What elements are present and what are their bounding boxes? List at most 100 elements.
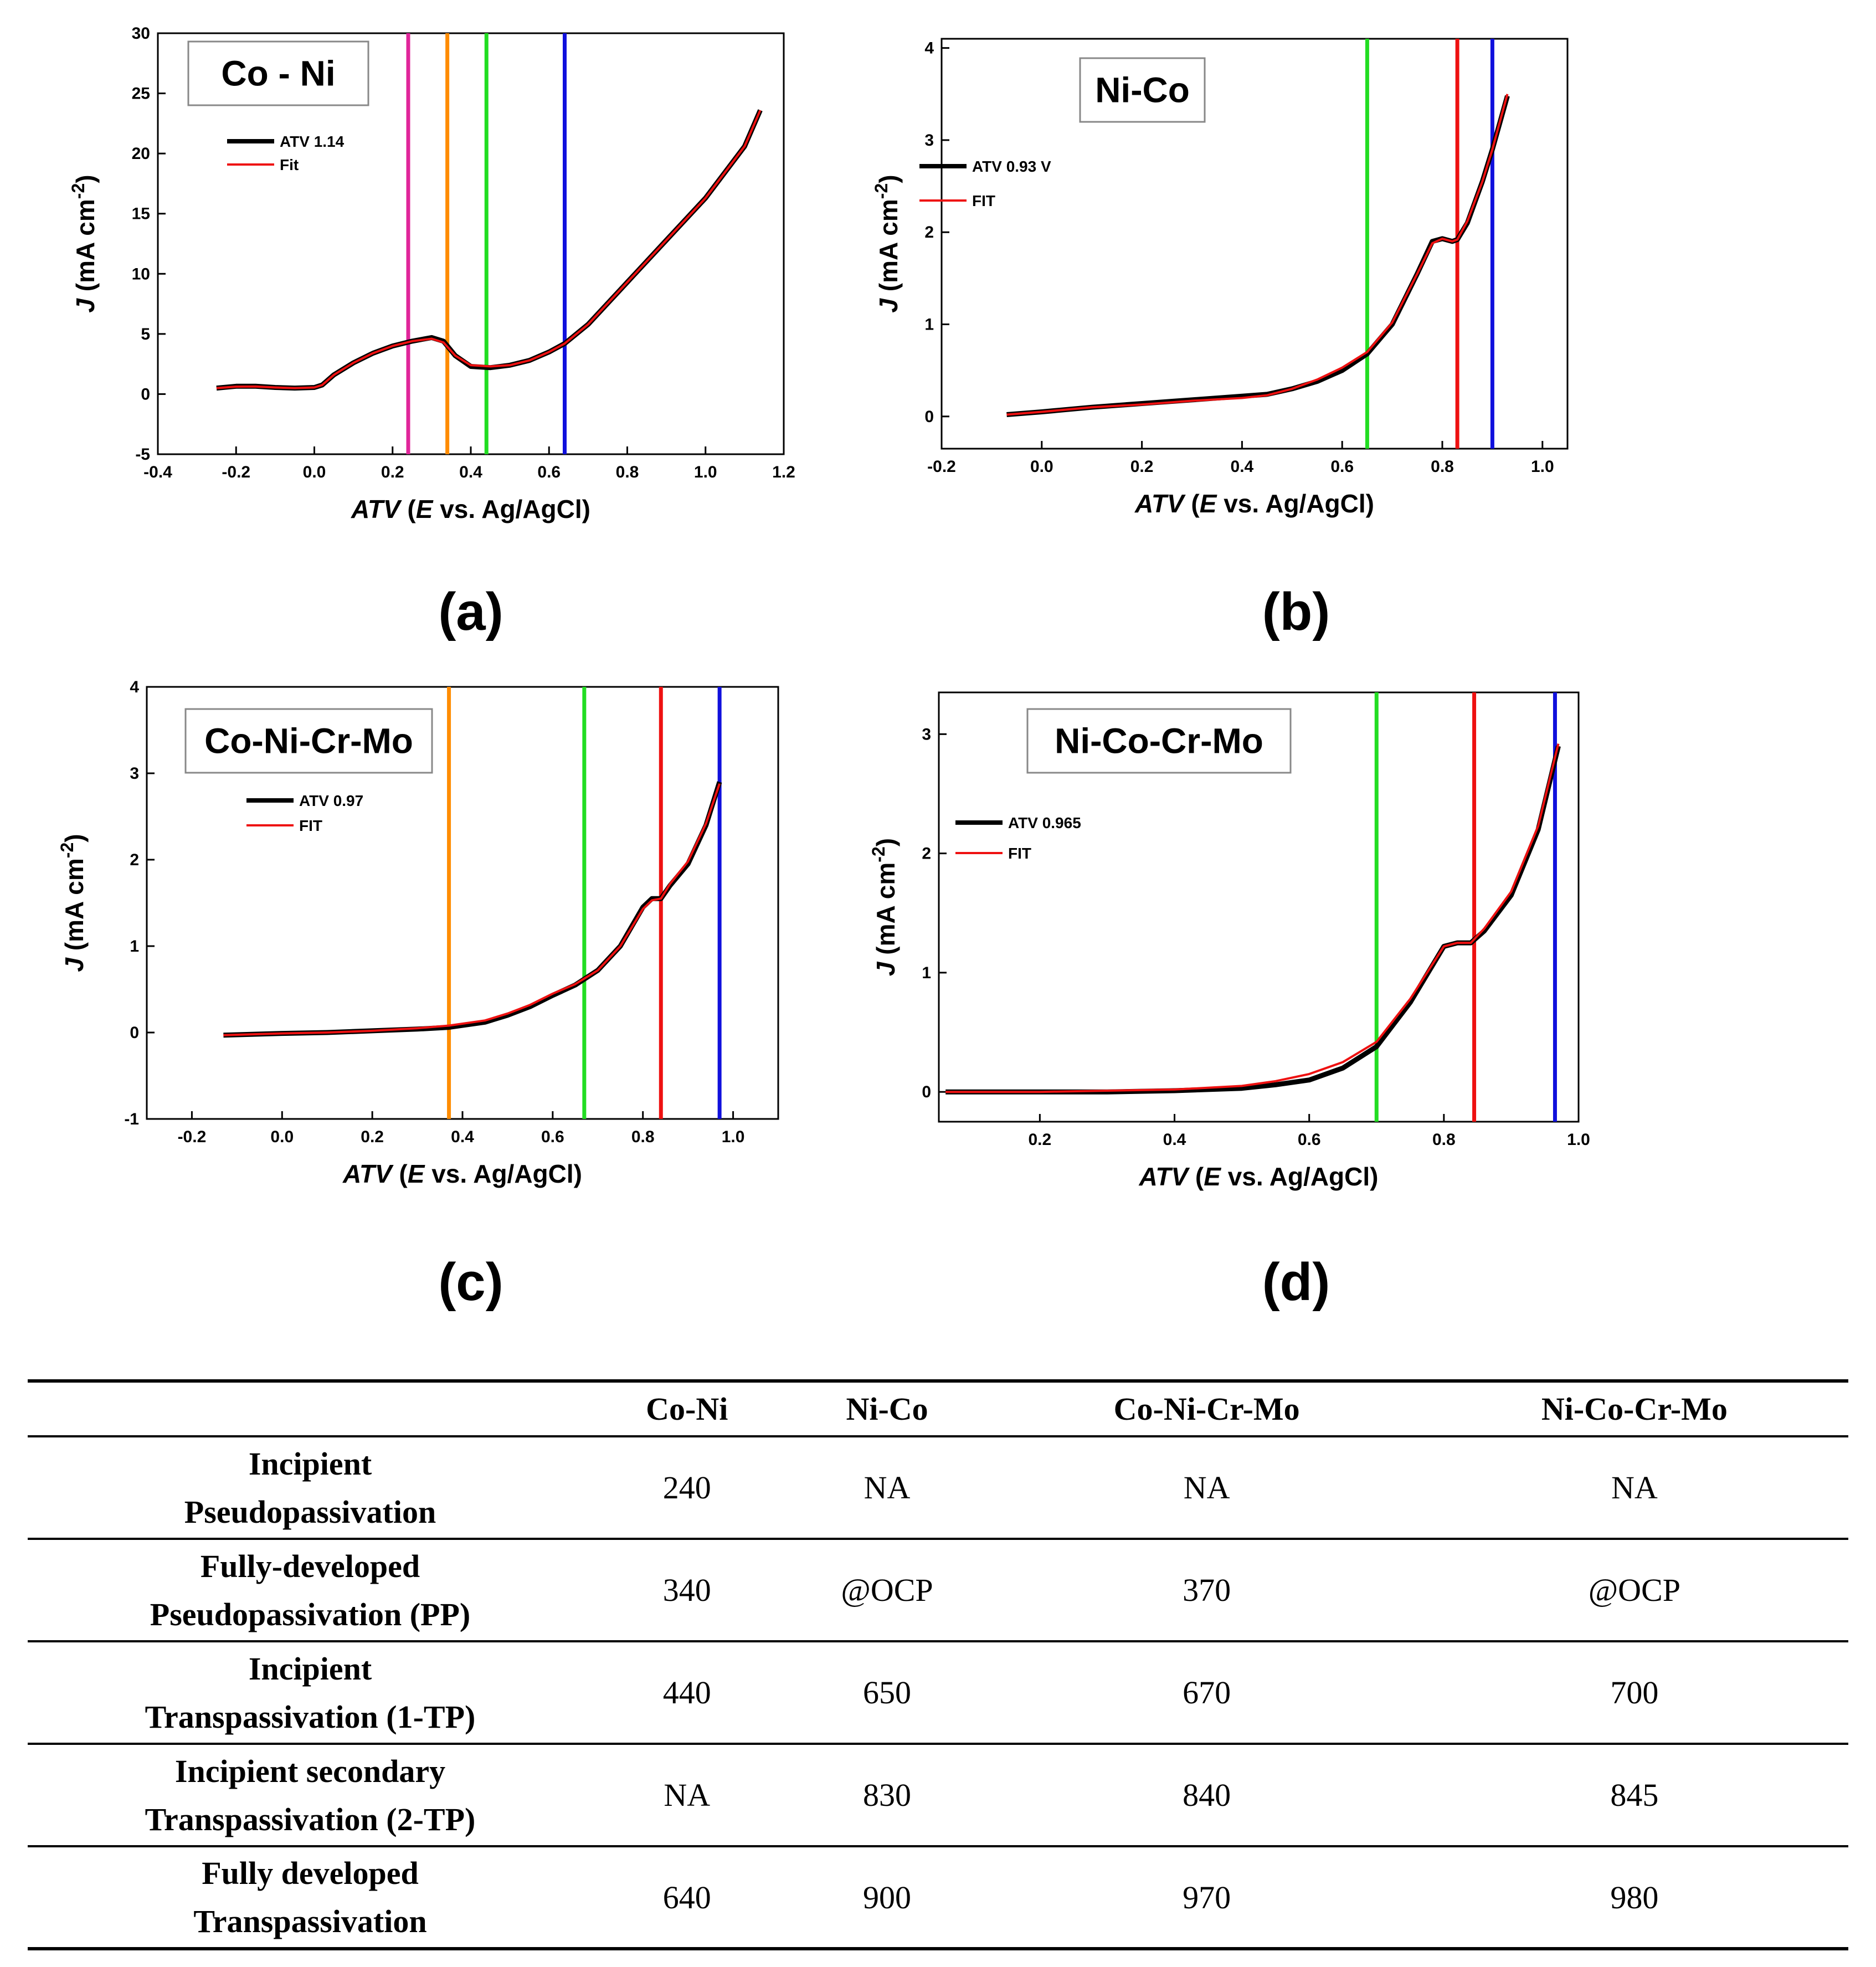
x-tick-label: 0.8: [616, 463, 639, 481]
alloy-label-box: [1026, 708, 1292, 774]
table-cell: NA: [864, 1470, 911, 1506]
table-cell: 340: [662, 1572, 711, 1608]
row-header: Incipient Transpassivation (1-TP): [28, 1641, 593, 1744]
plot-frame: [940, 38, 1569, 450]
table-cell: @OCP: [1588, 1572, 1680, 1608]
y-axis-title: J (mA cm-2): [57, 834, 89, 972]
legend-label: FIT: [1008, 845, 1031, 862]
table-cell: 970: [1183, 1879, 1231, 1915]
y-tick-label: 3: [130, 764, 139, 783]
row-header-line: Pseudopassivation: [184, 1493, 436, 1530]
row-header: Fully-developed Pseudopassivation (PP): [28, 1539, 593, 1641]
row-header-line: Fully developed: [202, 1855, 419, 1891]
table-cell: 845: [1610, 1777, 1659, 1813]
plot-frame: [938, 691, 1580, 1123]
x-tick-label: 0.8: [631, 1128, 655, 1146]
table-cell: 370: [1183, 1572, 1231, 1608]
x-tick-label: 0.8: [1432, 1131, 1456, 1149]
chart-panel-d: 0.2 0.4 0.6 0.8 1.0 0 1 2 3 ATV 0.965 FIT Ni-Co-Cr-…: [868, 648, 1876, 1202]
legend-label: ATV 0.97: [299, 792, 363, 809]
x-tick-label: 0.6: [1298, 1131, 1321, 1149]
x-axis-title: ATV (E vs. Ag/AgCl): [1134, 489, 1374, 518]
row-header-line: Transpassivation: [193, 1903, 427, 1939]
alloy-label-box: [184, 708, 433, 774]
chart-panel-c: -0.2 0.0 0.2 0.4 0.6 0.8 1.0 -1 0 1 2 3 4 ATV 0.97 FIT…: [0, 648, 886, 1202]
y-tick-label: 10: [132, 265, 150, 283]
x-tick-label: -0.4: [143, 463, 172, 481]
legend-label: ATV 1.14: [280, 133, 345, 150]
chart-c-svg: -0.2 0.0 0.2 0.4 0.6 0.8 1.0 -1 0 1 2 3 4 ATV 0.97 FIT…: [57, 678, 779, 1188]
panel-label-b: (b): [1262, 582, 1330, 641]
x-tick-label: 0.6: [1330, 458, 1354, 476]
row-header-line: Transpassivation (1-TP): [145, 1698, 476, 1735]
table-cell: 240: [662, 1470, 711, 1506]
x-tick-label: 0.0: [1030, 458, 1053, 476]
row-header-line: Pseudopassivation (PP): [150, 1596, 471, 1632]
table-cell: 700: [1610, 1675, 1659, 1711]
x-tick-label: 1.0: [722, 1128, 745, 1146]
table-cell: 840: [1183, 1777, 1231, 1813]
alloy-label: Co-Ni-Cr-Mo: [204, 721, 413, 761]
y-tick-label: 0: [130, 1024, 139, 1042]
x-tick-label: 0.4: [451, 1128, 474, 1146]
y-tick-label: 1: [924, 316, 934, 334]
y-tick-label: 2: [130, 851, 139, 869]
x-tick-label: 0.4: [459, 463, 482, 481]
y-tick-label: 1: [922, 964, 931, 982]
x-tick-label: 0.0: [270, 1128, 294, 1146]
x-tick-label: -0.2: [927, 458, 956, 476]
alloy-label: Ni-Co-Cr-Mo: [1055, 721, 1263, 761]
legend-label: FIT: [299, 817, 322, 834]
panel-label-d: (d): [1262, 1252, 1330, 1312]
table-row: Fully-developed Pseudopassivation (PP) 34…: [28, 1539, 1848, 1641]
measured-series-line: [223, 781, 722, 1038]
table-cell: NA: [664, 1777, 711, 1813]
fit-series-line: [1006, 94, 1509, 416]
alloy-label-box: [187, 40, 369, 106]
table-header-cell: Ni-Co-Cr-Mo: [1541, 1391, 1728, 1427]
potentials-table: Co-Ni Ni-Co Co-Ni-Cr-Mo Ni-Co-Cr-Mo Inci…: [28, 1379, 1848, 1950]
row-header-line: Fully-developed: [200, 1548, 420, 1584]
table-header-cell: Ni-Co: [846, 1391, 928, 1427]
y-tick-label: 30: [132, 24, 150, 43]
measured-series-line: [1006, 95, 1510, 417]
chart-b-svg: -0.2 0.0 0.2 0.4 0.6 0.8 1.0 0 1 2 3 4 ATV 0.93 V FIT…: [871, 38, 1569, 518]
y-tick-label: 1: [130, 937, 139, 956]
table-cell: 830: [863, 1777, 912, 1813]
row-header-line: Incipient: [248, 1650, 372, 1687]
table-cell: @OCP: [841, 1572, 933, 1608]
legend-label: ATV 0.93 V: [972, 158, 1051, 175]
x-tick-label: 1.2: [772, 463, 795, 481]
x-tick-label: 0.4: [1231, 458, 1254, 476]
y-tick-label: 25: [132, 85, 150, 103]
table-cell: 980: [1610, 1879, 1659, 1915]
legend-label: FIT: [972, 192, 995, 209]
x-tick-label: -0.2: [178, 1128, 207, 1146]
x-tick-label: 0.8: [1431, 458, 1454, 476]
chart-d-svg: 0.2 0.4 0.6 0.8 1.0 0 1 2 3 ATV 0.965 FIT Ni-Co-Cr-…: [868, 691, 1590, 1191]
y-tick-label: -1: [124, 1110, 139, 1128]
y-tick-label: 3: [922, 725, 931, 743]
table-header-cell: [28, 1381, 593, 1436]
table-row: Fully developed Transpassivation 640 900 …: [28, 1846, 1848, 1949]
x-axis-title: ATV (E vs. Ag/AgCl): [342, 1159, 582, 1188]
y-axis-title: J (mA cm-2): [68, 174, 100, 312]
x-tick-label: 1.0: [694, 463, 717, 481]
x-tick-label: 0.6: [541, 1128, 564, 1146]
table-cell: 440: [662, 1675, 711, 1711]
table-row: Incipient Transpassivation (1-TP) 440 650…: [28, 1641, 1848, 1744]
y-tick-label: 0: [924, 408, 934, 426]
y-tick-label: 3: [924, 131, 934, 150]
table-cell: NA: [1183, 1470, 1230, 1506]
x-axis-title: ATV (E vs. Ag/AgCl): [351, 495, 590, 523]
legend-label: Fit: [280, 156, 299, 173]
row-header: Fully developed Transpassivation: [28, 1846, 593, 1949]
y-tick-label: 4: [924, 39, 934, 58]
x-tick-label: 0.2: [1029, 1131, 1052, 1149]
y-axis-title: J (mA cm-2): [871, 174, 903, 312]
y-tick-label: 15: [132, 205, 150, 223]
x-tick-label: 0.2: [1130, 458, 1154, 476]
row-header-line: Transpassivation (2-TP): [145, 1801, 476, 1837]
y-tick-label: 5: [141, 325, 150, 343]
x-tick-label: 1.0: [1567, 1131, 1590, 1149]
